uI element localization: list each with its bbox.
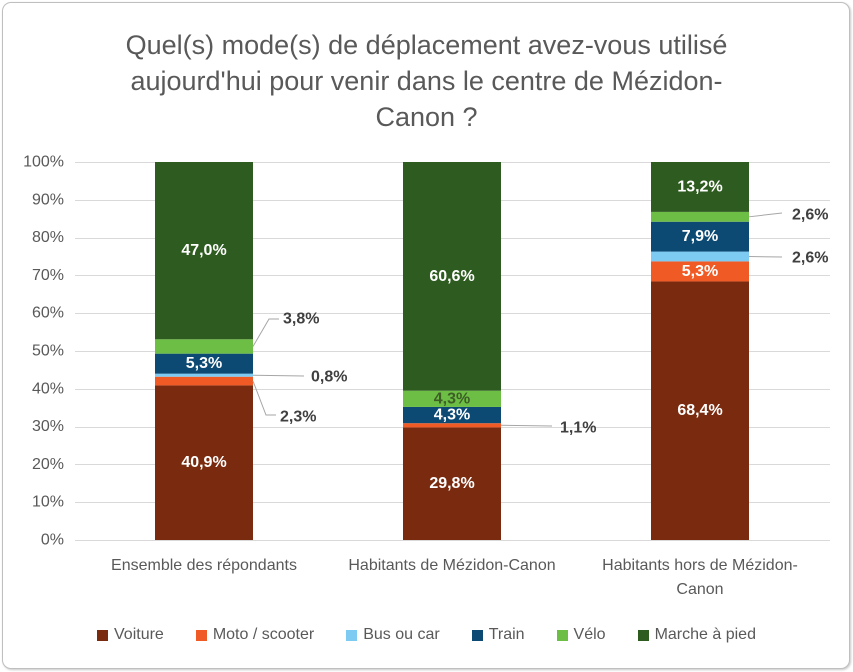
legend-swatch bbox=[195, 629, 207, 641]
data-label-voiture: 29,8% bbox=[429, 475, 474, 492]
bar-segment-train bbox=[403, 406, 501, 424]
legend-swatch bbox=[346, 629, 358, 641]
bar-segment-train bbox=[155, 353, 253, 374]
legend-label: Train bbox=[488, 626, 525, 643]
leader-lines bbox=[252, 212, 783, 427]
y-tick-label: 0% bbox=[41, 532, 64, 549]
data-label-voiture: 68,4% bbox=[677, 402, 722, 419]
legend-label: Voiture bbox=[114, 626, 164, 643]
bar-segment-moto-scooter bbox=[651, 261, 749, 282]
bar-segment-voiture bbox=[651, 281, 749, 540]
bar-segment-velo bbox=[651, 211, 749, 222]
y-tick-label: 20% bbox=[32, 456, 64, 473]
data-labels: 40,9% 2,3% 0,8% 5,3% 3,8% 47,0% 29,8% 1,1% 4,3%4… bbox=[181, 178, 828, 492]
bar-segment-bus-ou-car bbox=[155, 373, 253, 377]
legend-swatch bbox=[556, 629, 568, 641]
bar-segment-velo bbox=[155, 339, 253, 354]
legend-label: Moto / scooter bbox=[212, 626, 315, 643]
y-tick-label: 80% bbox=[32, 229, 64, 246]
legend-item-moto-scooter: Moto / scooter bbox=[195, 624, 315, 646]
legend: Voiture Moto / scooter Bus ou car Train … bbox=[0, 624, 853, 646]
data-label-bus-ou-car: 0,8% bbox=[311, 369, 347, 386]
data-label-bus-ou-car: 2,6% bbox=[792, 250, 828, 267]
y-tick-label: 70% bbox=[32, 267, 64, 284]
bar-segment-train bbox=[651, 221, 749, 252]
category-label: Habitants hors de Mézidon-Canon bbox=[602, 557, 798, 598]
leader-line bbox=[252, 380, 276, 416]
data-label-moto-scooter: 5,3% bbox=[682, 263, 718, 280]
bar-segment-voiture bbox=[403, 427, 501, 540]
data-label-velo: 4,3% bbox=[434, 390, 470, 407]
y-tick-label: 10% bbox=[32, 494, 64, 511]
leader-line bbox=[252, 374, 305, 377]
legend-item-bus-ou-car: Bus ou car bbox=[346, 624, 440, 646]
y-tick-label: 60% bbox=[32, 305, 64, 322]
bar-segment-marche-a-pied bbox=[403, 162, 501, 391]
bar-segment-marche-a-pied bbox=[651, 162, 749, 212]
y-tick-label: 100% bbox=[23, 154, 64, 171]
leader-line bbox=[748, 256, 783, 258]
legend-label: Vélo bbox=[573, 626, 606, 643]
bar-segment-bus-ou-car bbox=[651, 251, 749, 262]
data-label-moto-scooter: 2,3% bbox=[280, 409, 316, 426]
data-label-moto-scooter: 1,1% bbox=[560, 420, 596, 437]
legend-swatch bbox=[97, 629, 109, 641]
data-label-velo: 3,8% bbox=[283, 311, 319, 328]
data-label-marche-a-pied: 13,2% bbox=[677, 178, 722, 195]
legend-swatch bbox=[637, 629, 649, 641]
bar-segment-moto-scooter bbox=[155, 376, 253, 386]
data-label-train: 4,3% bbox=[434, 407, 470, 424]
category-label: Ensemble des répondants bbox=[111, 557, 297, 574]
legend-item-marche-a-pied: Marche à pied bbox=[637, 624, 756, 646]
y-axis-tick-labels: 0% 10% 20% 30% 40% 50% 60% 70% 80% 90% 100% bbox=[23, 154, 64, 549]
y-tick-label: 40% bbox=[32, 380, 64, 397]
legend-item-voiture: Voiture bbox=[97, 624, 164, 646]
y-tick-label: 30% bbox=[32, 418, 64, 435]
bar-segment-voiture bbox=[155, 385, 253, 540]
legend-label: Marche à pied bbox=[654, 626, 756, 643]
bar-segment-velo bbox=[403, 390, 501, 407]
chart-title: Quel(s) mode(s) de déplacement avez-vous… bbox=[125, 30, 728, 132]
bar-segment-moto-scooter bbox=[403, 423, 501, 428]
y-tick-label: 50% bbox=[32, 343, 64, 360]
data-label-train: 5,3% bbox=[186, 355, 222, 372]
legend-item-velo: Vélo bbox=[556, 624, 606, 646]
leader-line bbox=[748, 212, 783, 218]
data-label-train: 7,9% bbox=[682, 228, 718, 245]
data-label-velo: 2,6% bbox=[792, 207, 828, 224]
legend-item-train: Train bbox=[471, 624, 525, 646]
leader-line bbox=[252, 318, 279, 347]
bar-segment-marche-a-pied bbox=[155, 162, 253, 340]
leader-line bbox=[500, 424, 553, 427]
data-label-marche-a-pied: 47,0% bbox=[181, 242, 226, 259]
legend-swatch bbox=[471, 629, 483, 641]
data-label-voiture: 40,9% bbox=[181, 454, 226, 471]
category-label: Habitants de Mézidon-Canon bbox=[348, 557, 556, 574]
legend-label: Bus ou car bbox=[363, 626, 440, 643]
bars bbox=[155, 162, 749, 540]
data-label-marche-a-pied: 60,6% bbox=[429, 268, 474, 285]
y-tick-label: 90% bbox=[32, 191, 64, 208]
